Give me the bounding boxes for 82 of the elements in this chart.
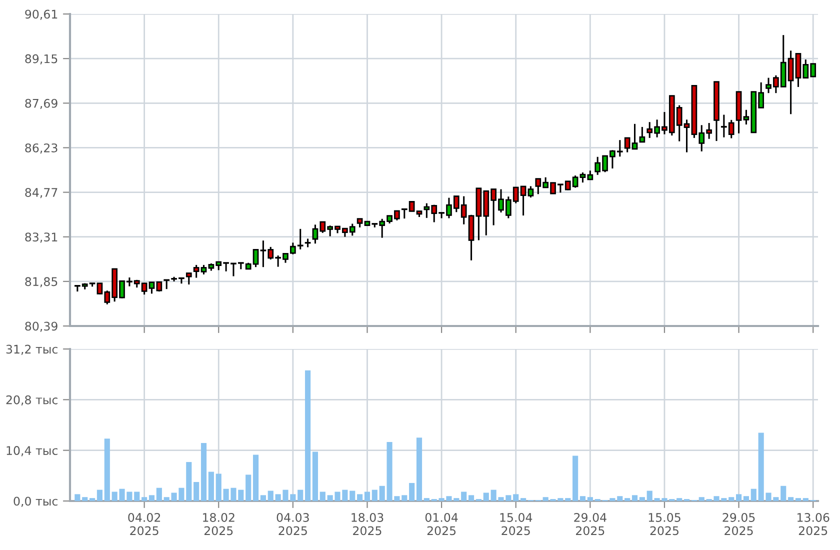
candlestick: [186, 272, 192, 286]
bar: [246, 474, 252, 501]
bar: [216, 474, 222, 501]
candlestick: [193, 264, 200, 279]
bar: [268, 490, 274, 501]
bar: [728, 497, 734, 501]
x-tick-label: 04.02 2025: [128, 513, 160, 536]
bar: [736, 494, 742, 501]
x-tick-label: 29.05 2025: [722, 513, 755, 536]
bar: [82, 497, 88, 501]
bar: [74, 494, 80, 501]
bar: [788, 497, 794, 501]
y-tick-label: 84,77: [25, 188, 58, 198]
bar: [320, 492, 326, 501]
y-tick-label: 90,61: [25, 10, 58, 20]
bar: [142, 497, 148, 501]
bar: [468, 495, 474, 501]
bar: [639, 497, 645, 501]
bar: [402, 495, 408, 501]
bar: [148, 495, 155, 501]
y-tick-label: 87,69: [25, 98, 58, 109]
bar: [409, 482, 415, 501]
bar: [632, 495, 638, 501]
bar: [194, 482, 200, 501]
bar: [350, 490, 356, 501]
x-tick-label: 29.04 2025: [574, 513, 606, 536]
bar: [483, 492, 489, 501]
bar: [743, 496, 750, 501]
y-tick-label: 0,0 тыс: [14, 496, 58, 507]
x-tick-label: 18.02 2025: [203, 513, 234, 536]
candlestick: [528, 185, 534, 198]
y-tick-label: 10,4 тыс: [6, 446, 58, 456]
candlestick: [624, 137, 630, 154]
y-tick-label: 80,39: [25, 322, 58, 332]
x-tick-label: 15.05 2025: [648, 513, 680, 536]
bar: [750, 488, 756, 501]
bar: [646, 490, 652, 501]
bar: [104, 438, 110, 501]
bar: [513, 494, 519, 501]
bar: [580, 496, 586, 501]
bar: [676, 498, 682, 501]
bar: [260, 495, 266, 501]
bar: [617, 496, 623, 501]
y-tick-label: 83,31: [25, 232, 58, 243]
bar: [364, 492, 370, 501]
bar: [780, 486, 786, 501]
x-tick-label: 01.04 2025: [425, 513, 458, 536]
bar: [200, 443, 207, 501]
bar: [587, 497, 593, 501]
y-tick-label: 31,2 тыс: [6, 344, 58, 355]
bar: [802, 498, 808, 501]
bar: [252, 454, 259, 501]
bar: [424, 498, 430, 501]
bar: [134, 492, 140, 501]
bar: [461, 492, 467, 501]
bar: [298, 490, 304, 501]
bar: [624, 498, 630, 501]
bar: [357, 494, 363, 501]
y-tick-label: 81,85: [25, 277, 58, 288]
x-tick-label: 18.03 2025: [352, 513, 384, 536]
y-tick-label: 89,15: [25, 54, 58, 64]
bar: [312, 452, 318, 501]
bar: [520, 498, 526, 501]
bar: [90, 498, 96, 501]
bar: [305, 370, 311, 501]
bar: [565, 498, 571, 501]
bar: [698, 497, 704, 501]
bar: [208, 472, 214, 501]
x-tick-label: 04.03 2025: [276, 513, 309, 536]
candlestick: [200, 264, 207, 276]
bar: [572, 456, 578, 501]
x-tick-label: 13.06 2025: [797, 513, 830, 536]
bar: [795, 498, 802, 501]
candlestick: [632, 123, 638, 150]
y-tick-label: 20,8 тыс: [6, 395, 58, 406]
bar: [96, 490, 103, 501]
candlestick: [639, 126, 646, 143]
bar: [372, 490, 378, 501]
x-tick-label: 15.04 2025: [500, 513, 532, 536]
bar: [416, 438, 422, 501]
y-tick-label: 86,23: [25, 143, 58, 154]
bar: [156, 488, 162, 501]
